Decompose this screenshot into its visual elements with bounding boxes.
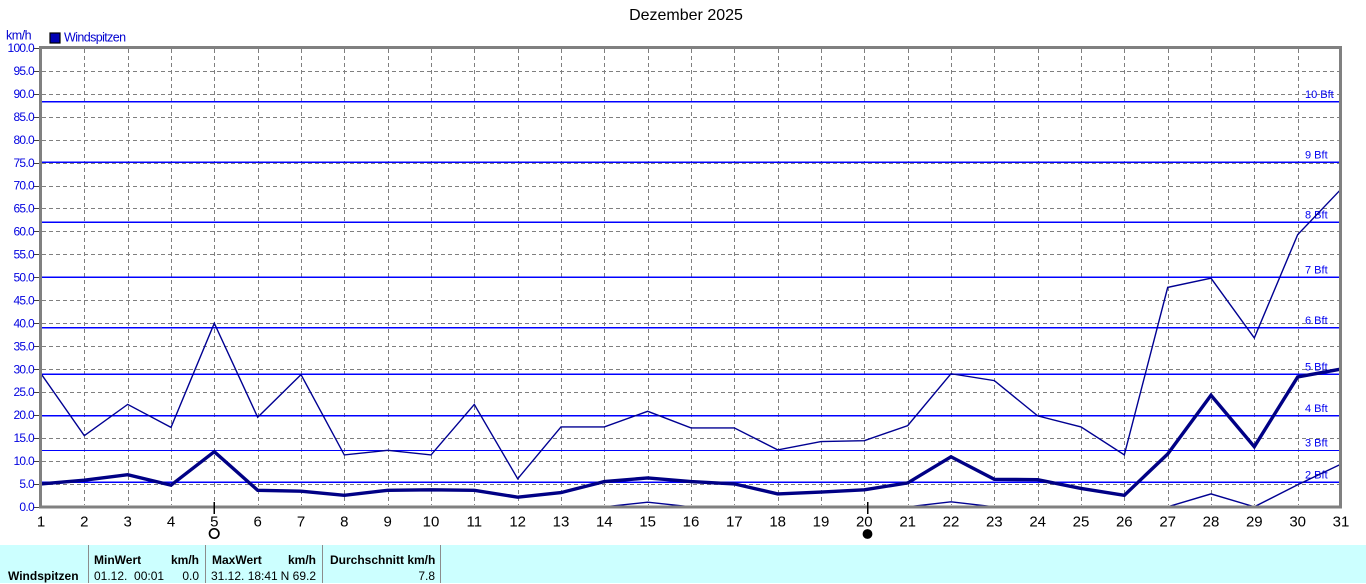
svg-text:95.0: 95.0	[13, 64, 35, 78]
svg-text:19: 19	[813, 514, 830, 531]
svg-text:6: 6	[254, 514, 262, 531]
svg-text:100.0: 100.0	[7, 41, 35, 55]
svg-text:31.12. 18:41: 31.12. 18:41	[211, 569, 278, 583]
svg-text:5: 5	[210, 514, 218, 531]
svg-text:70.0: 70.0	[13, 179, 35, 193]
svg-text:29: 29	[1246, 514, 1263, 531]
svg-text:Durchschnitt km/h: Durchschnitt km/h	[330, 553, 435, 567]
svg-text:5.0: 5.0	[19, 477, 35, 491]
svg-text:12: 12	[509, 514, 526, 531]
svg-text:26: 26	[1116, 514, 1133, 531]
svg-text:22: 22	[943, 514, 960, 531]
svg-text:20: 20	[856, 514, 873, 531]
svg-text:30.0: 30.0	[13, 362, 35, 376]
svg-text:21: 21	[899, 514, 916, 531]
svg-text:10 Bft: 10 Bft	[1305, 89, 1334, 101]
svg-text:23: 23	[986, 514, 1003, 531]
svg-text:0.0: 0.0	[19, 500, 35, 514]
svg-text:km/h: km/h	[171, 553, 199, 567]
svg-text:2: 2	[80, 514, 88, 531]
svg-text:10: 10	[423, 514, 440, 531]
svg-text:Windspitzen: Windspitzen	[8, 569, 79, 583]
svg-text:4 Bft: 4 Bft	[1305, 403, 1328, 415]
svg-text:31: 31	[1333, 514, 1350, 531]
svg-text:80.0: 80.0	[13, 133, 35, 147]
svg-text:15: 15	[639, 514, 656, 531]
svg-text:30: 30	[1289, 514, 1306, 531]
svg-text:6 Bft: 6 Bft	[1305, 315, 1328, 327]
svg-text:8: 8	[340, 514, 348, 531]
svg-text:50.0: 50.0	[13, 271, 35, 285]
svg-text:11: 11	[467, 514, 483, 531]
svg-text:28: 28	[1203, 514, 1220, 531]
svg-text:14: 14	[596, 514, 613, 531]
svg-text:MinWert: MinWert	[94, 553, 141, 567]
svg-text:35.0: 35.0	[13, 339, 35, 353]
svg-text:25: 25	[1073, 514, 1090, 531]
svg-text:Windspitzen: Windspitzen	[64, 31, 126, 45]
svg-text:3 Bft: 3 Bft	[1305, 438, 1328, 450]
svg-text:7 Bft: 7 Bft	[1305, 265, 1328, 277]
svg-text:9 Bft: 9 Bft	[1305, 149, 1328, 161]
svg-text:km/h: km/h	[6, 29, 32, 43]
svg-text:km/h: km/h	[288, 553, 316, 567]
svg-text:7: 7	[297, 514, 305, 531]
svg-text:45.0: 45.0	[13, 293, 35, 307]
svg-text:40.0: 40.0	[13, 316, 35, 330]
svg-text:85.0: 85.0	[13, 110, 35, 124]
svg-text:65.0: 65.0	[13, 202, 35, 216]
svg-text:15.0: 15.0	[13, 431, 35, 445]
svg-text:N 69.2: N 69.2	[281, 569, 317, 583]
svg-text:3: 3	[124, 514, 132, 531]
svg-text:16: 16	[683, 514, 700, 531]
svg-text:90.0: 90.0	[13, 87, 35, 101]
svg-text:5 Bft: 5 Bft	[1305, 361, 1328, 373]
svg-text:27: 27	[1159, 514, 1176, 531]
svg-text:MaxWert: MaxWert	[212, 553, 262, 567]
svg-text:9: 9	[384, 514, 392, 531]
svg-text:7.8: 7.8	[418, 569, 435, 583]
svg-text:20.0: 20.0	[13, 408, 35, 422]
svg-text:60.0: 60.0	[13, 225, 35, 239]
svg-text:75.0: 75.0	[13, 156, 35, 170]
svg-text:25.0: 25.0	[13, 385, 35, 399]
svg-text:01.12. 00:01: 01.12. 00:01	[94, 569, 164, 583]
svg-text:55.0: 55.0	[13, 248, 35, 262]
svg-text:17: 17	[726, 514, 743, 531]
svg-text:Dezember 2025: Dezember 2025	[629, 7, 743, 24]
svg-text:1: 1	[37, 514, 45, 531]
svg-text:10.0: 10.0	[13, 454, 35, 468]
svg-text:13: 13	[553, 514, 570, 531]
svg-text:18: 18	[769, 514, 786, 531]
svg-text:24: 24	[1029, 514, 1046, 531]
svg-text:4: 4	[167, 514, 175, 531]
svg-text:0.0: 0.0	[182, 569, 199, 583]
